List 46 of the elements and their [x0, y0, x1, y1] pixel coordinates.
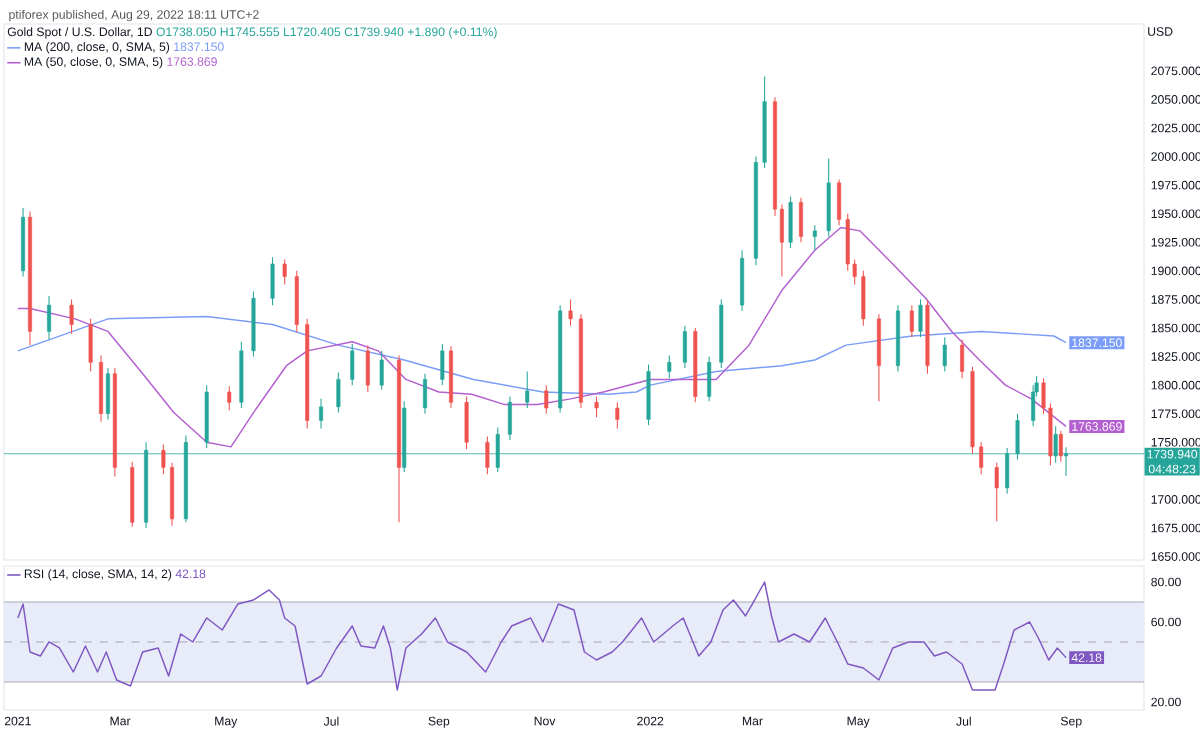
candlestick [667, 354, 672, 379]
candlestick [161, 444, 166, 475]
candlestick [350, 343, 355, 386]
candlestick [861, 270, 866, 327]
candlestick [507, 396, 512, 441]
candlestick [47, 295, 52, 340]
candlestick [646, 364, 651, 426]
candlestick [682, 325, 687, 369]
candlestick [88, 318, 93, 372]
candlestick [1058, 430, 1063, 463]
candlestick [227, 385, 232, 411]
candlestick [440, 343, 445, 386]
candlestick [826, 158, 831, 238]
candlestick [845, 213, 850, 272]
candlestick [979, 441, 984, 475]
candlestick [525, 370, 530, 409]
candlestick [876, 313, 881, 402]
candlestick [319, 398, 324, 430]
candlestick [336, 372, 341, 414]
candlestick [740, 249, 745, 312]
candlestick [105, 367, 110, 420]
candlestick [423, 373, 428, 415]
candlestick [69, 298, 74, 335]
candlestick [837, 178, 842, 226]
candlestick [270, 256, 275, 306]
candlestick [812, 224, 817, 251]
candlestick [1053, 425, 1058, 464]
candlestick [365, 344, 370, 393]
candlestick [594, 396, 599, 418]
candlestick [464, 396, 469, 450]
candlestick [485, 436, 490, 475]
candlestick [294, 270, 299, 334]
candlestick [282, 258, 287, 286]
candlestick [994, 462, 999, 522]
candlestick [1031, 384, 1036, 427]
candlestick [544, 384, 549, 415]
candlestick [568, 298, 573, 327]
candlestick [960, 338, 965, 379]
candlestick [788, 196, 793, 249]
candlestick [615, 401, 620, 430]
candlestick [798, 197, 803, 243]
candlestick [379, 350, 384, 391]
candlestick [918, 298, 923, 338]
candlestick [707, 356, 712, 402]
candlestick [942, 336, 947, 372]
candlestick [909, 304, 914, 338]
